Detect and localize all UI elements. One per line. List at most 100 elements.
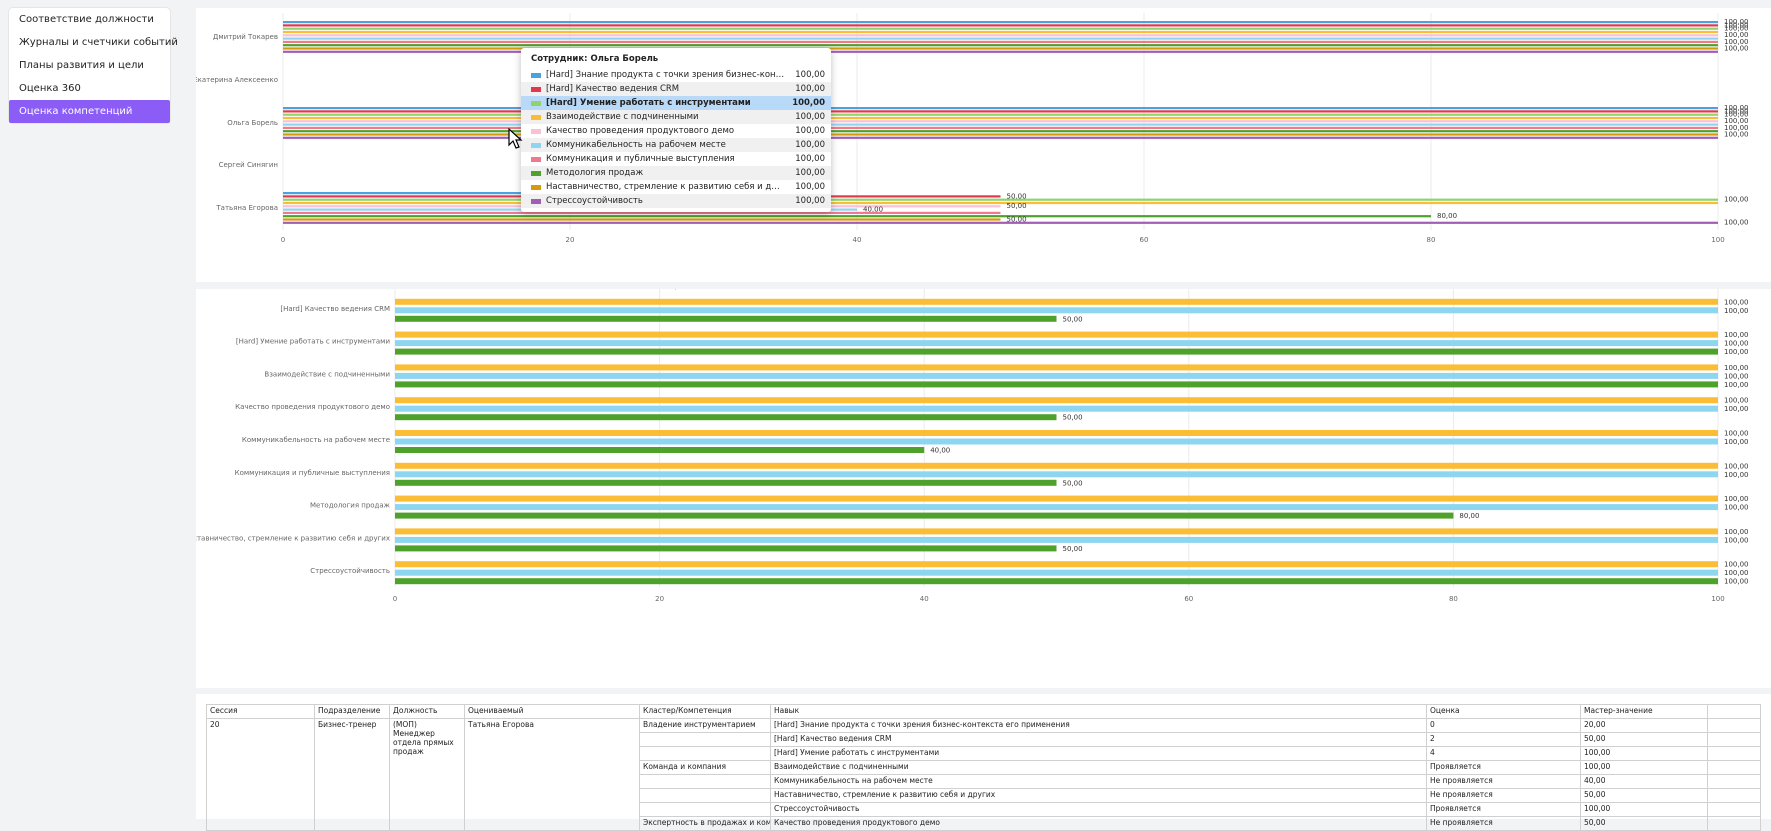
bar[interactable] — [395, 381, 1718, 388]
master-value-cell: 50,00 — [1580, 732, 1708, 747]
empty-cell — [1707, 788, 1761, 803]
bar[interactable] — [283, 40, 1718, 43]
bar[interactable] — [395, 578, 1718, 585]
bar[interactable] — [395, 364, 1718, 371]
column-header[interactable]: Оцениваемый — [464, 704, 640, 719]
bar[interactable] — [283, 27, 1718, 30]
bar[interactable] — [283, 198, 1718, 201]
sidebar-item-0[interactable]: Соответствие должности — [19, 14, 154, 25]
bar[interactable] — [395, 331, 1718, 338]
score-cell: 4 — [1426, 746, 1581, 761]
tooltip-row-value: 100,00 — [795, 154, 825, 164]
cluster-cell — [639, 802, 771, 817]
bar[interactable] — [395, 536, 1718, 543]
bar[interactable] — [283, 201, 1718, 205]
column-header[interactable]: Оценка — [1426, 704, 1581, 719]
tooltip-row-label: Наставничество, стремление к развитию се… — [546, 182, 785, 192]
cluster-cell — [639, 732, 771, 747]
sidebar-item-4[interactable]: Оценка компетенций — [9, 100, 170, 123]
bar[interactable] — [395, 462, 1718, 469]
tooltip-row: Наставничество, стремление к развитию се… — [521, 180, 831, 194]
cluster-cell — [639, 774, 771, 789]
bar[interactable] — [283, 107, 1718, 110]
bar[interactable] — [395, 298, 1718, 305]
bar[interactable] — [395, 438, 1718, 445]
bar[interactable] — [283, 120, 1718, 123]
table-row: [Hard] Умение работать с инструментами 4 1… — [207, 746, 1761, 761]
bar[interactable] — [395, 414, 1057, 421]
bar[interactable] — [283, 30, 1718, 34]
bar[interactable] — [283, 215, 1431, 218]
bar[interactable] — [283, 24, 1718, 27]
bar[interactable] — [395, 315, 1057, 322]
sidebar-menu: Соответствие должности Журналы и счетчики… — [9, 8, 178, 123]
bar[interactable] — [283, 126, 1718, 129]
bar[interactable] — [395, 512, 1454, 519]
tooltip-row-value: 100,00 — [795, 84, 825, 94]
bar[interactable] — [395, 545, 1057, 552]
bar-label: 100,00 — [1724, 381, 1749, 389]
cluster-cell — [639, 746, 771, 761]
bar[interactable] — [395, 495, 1718, 502]
bar[interactable] — [283, 133, 1718, 136]
legend-swatch — [531, 156, 541, 162]
column-header[interactable]: Подразделение — [314, 704, 390, 719]
tooltip-row: [Hard] Умение работать с инструментами 10… — [521, 96, 831, 110]
bar[interactable] — [283, 44, 1718, 47]
column-header[interactable]: Кластер/Компетенция — [639, 704, 771, 719]
bar[interactable] — [283, 34, 1718, 37]
bar[interactable] — [395, 372, 1718, 379]
column-header[interactable] — [1707, 704, 1761, 719]
master-value-cell: 20,00 — [1580, 718, 1708, 733]
bar[interactable] — [283, 192, 570, 195]
bar[interactable] — [395, 348, 1718, 355]
bar[interactable] — [283, 218, 1001, 221]
x-tick-label: 20 — [566, 236, 575, 244]
sidebar-item-3[interactable]: Оценка 360 — [19, 83, 81, 94]
bar[interactable] — [395, 447, 925, 453]
bar[interactable] — [283, 21, 1718, 24]
bar-label: 100,00 — [1724, 298, 1749, 306]
legend-swatch — [531, 128, 541, 134]
bar[interactable] — [283, 211, 1001, 214]
score-cell: 2 — [1426, 732, 1581, 747]
skill-cell: [Hard] Умение работать с инструментами — [770, 746, 1427, 761]
bar[interactable] — [395, 340, 1718, 347]
column-header[interactable]: Сессия — [206, 704, 315, 719]
bar-label: 100,00 — [1724, 569, 1749, 577]
employee-competency-chart[interactable]: 0 20 40 60 80 100 Дмитрий Токарев Екатерина Але… — [193, 8, 1771, 282]
bar[interactable] — [283, 37, 1718, 40]
bar[interactable] — [283, 113, 1718, 116]
sidebar-item-1[interactable]: Журналы и счетчики событий — [19, 37, 178, 48]
bar-label: 40,00 — [930, 447, 950, 455]
bar[interactable] — [283, 110, 1718, 113]
tooltip-row-label: Коммуникация и публичные выступления — [546, 154, 735, 164]
bar[interactable] — [395, 561, 1718, 568]
cluster-cell — [639, 788, 771, 803]
bar[interactable] — [283, 50, 1718, 53]
bar[interactable] — [395, 430, 1718, 436]
bar[interactable] — [395, 307, 1718, 314]
empty-cell — [1707, 760, 1761, 775]
bar[interactable] — [395, 405, 1718, 412]
bar[interactable] — [283, 47, 1718, 50]
column-header[interactable]: Должность — [389, 704, 465, 719]
bar[interactable] — [283, 136, 1718, 139]
bar[interactable] — [395, 479, 1057, 486]
bar[interactable] — [283, 116, 1718, 120]
results-table-panel: Сессия Подразделение Должность Оцениваемый К… — [196, 694, 1771, 831]
bar[interactable] — [395, 528, 1718, 535]
bar[interactable] — [283, 123, 1718, 126]
score-cell: 0 — [1426, 718, 1581, 733]
bar[interactable] — [395, 397, 1718, 404]
bar[interactable] — [283, 221, 1718, 224]
bar[interactable] — [395, 471, 1718, 478]
bar[interactable] — [395, 569, 1718, 576]
column-header[interactable]: Мастер-значение — [1580, 704, 1708, 719]
sidebar-item-2[interactable]: Планы развития и цели — [19, 60, 144, 71]
bar[interactable] — [395, 504, 1718, 511]
column-header[interactable]: Навык — [770, 704, 1427, 719]
bar-label: 100,00 — [1724, 111, 1749, 119]
bar[interactable] — [283, 130, 1718, 133]
